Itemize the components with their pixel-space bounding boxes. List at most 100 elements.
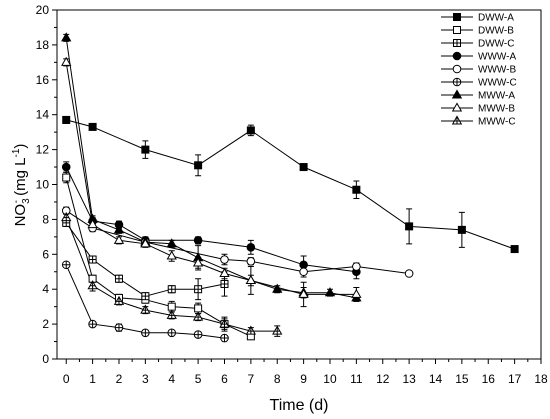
legend-marker [452,51,462,61]
square-marker [62,173,71,182]
data-point [140,304,151,314]
legend-label: WWW-B [478,65,516,76]
x-tick-label: 0 [63,372,70,386]
marker-cross [116,296,122,305]
data-point [167,328,177,338]
marker-cross [221,319,228,328]
legend: DWW-A DWW-B DWW-C WWW-A WWW-B WWW-C MWW-A MWW-B… [441,13,517,128]
data-point [113,234,125,244]
x-tick-label: 12 [376,372,390,386]
triangle-marker [192,257,204,267]
y-tick-label: 2 [42,317,49,331]
triangle-marker [166,250,177,260]
square-marker [453,26,461,34]
y-axis-title-part: - [11,200,22,203]
marker-cross [453,39,461,47]
data-point [166,250,177,260]
data-point [167,302,176,311]
data-point [87,280,98,290]
legend-entry-www-c: WWW-C [441,78,517,89]
data-point [220,279,229,288]
triangle-marker [61,56,72,66]
data-point [194,161,203,170]
legend-entry-mww-c: MWW-C [441,115,516,128]
circle-marker [246,243,256,252]
square-marker [62,115,71,124]
legend-label: MWW-B [478,104,515,115]
y-tick-label: 12 [36,143,50,157]
circle-marker [352,262,361,271]
x-tick-label: 8 [274,372,281,386]
x-tick-label: 9 [300,372,307,386]
circle-marker [61,162,71,172]
circle-marker [452,64,462,74]
marker-cross [115,323,123,332]
marker-cross [141,292,149,300]
legend-entry-mww-b: MWW-B [441,102,515,115]
legend-marker [453,26,461,34]
legend-marker [452,64,462,74]
triangle-marker [324,287,336,297]
data-point [141,292,150,301]
triangle-marker [219,267,230,277]
data-point [298,288,309,298]
marker-cross [454,116,460,124]
legend-label: DWW-C [478,39,514,50]
data-point [192,311,204,321]
data-point [352,185,361,194]
x-tick-label: 6 [221,372,228,386]
circle-marker [299,267,308,277]
series-dww-a-markers [62,115,519,254]
legend-marker [451,102,463,112]
y-tick-label: 18 [36,38,50,52]
data-point [192,257,204,267]
marker-cross [142,305,148,314]
data-point [272,283,283,293]
data-point [61,162,71,172]
circle-marker [404,269,414,278]
y-tick-label: 20 [36,3,50,17]
marker-cross [220,280,228,288]
data-point [193,330,203,339]
square-marker [457,225,466,234]
data-point [166,309,177,319]
x-tick-label: 5 [195,372,202,386]
square-marker [141,145,150,154]
triangle-marker [451,89,463,99]
marker-cross [89,256,97,264]
legend-label: MWW-A [478,91,515,102]
data-point [272,325,283,335]
y-tick-label: 8 [42,212,49,226]
marker-cross [169,310,175,319]
marker-cross [88,320,97,328]
marker-cross [274,326,280,335]
y-axis-title: NO3- (mg L-1) [11,144,32,227]
data-point [88,122,97,131]
x-tick-label: 14 [429,372,443,386]
x-tick-label: 3 [142,372,149,386]
triangle-marker [140,238,151,248]
x-tick-label: 7 [248,372,255,386]
legend-entry-www-a: WWW-A [441,52,516,63]
data-point [246,256,256,266]
data-point [351,288,362,298]
series-mww-c-markers [61,212,283,335]
x-tick-label: 11 [350,372,363,386]
marker-cross [167,329,176,337]
circle-marker [220,255,229,264]
x-tick-label: 13 [402,372,416,386]
data-point [299,267,308,277]
data-point [87,219,98,229]
data-point [88,319,97,329]
data-point [88,255,97,264]
data-point [141,328,150,338]
marker-cross [141,329,150,337]
data-point [194,285,203,294]
data-point [457,225,466,234]
series-line [66,119,515,250]
x-axis-title: Time (d) [270,397,329,414]
data-point [113,295,125,305]
data-point [245,274,257,284]
y-tick-label: 0 [42,352,49,366]
legend-label: DWW-A [478,13,514,24]
